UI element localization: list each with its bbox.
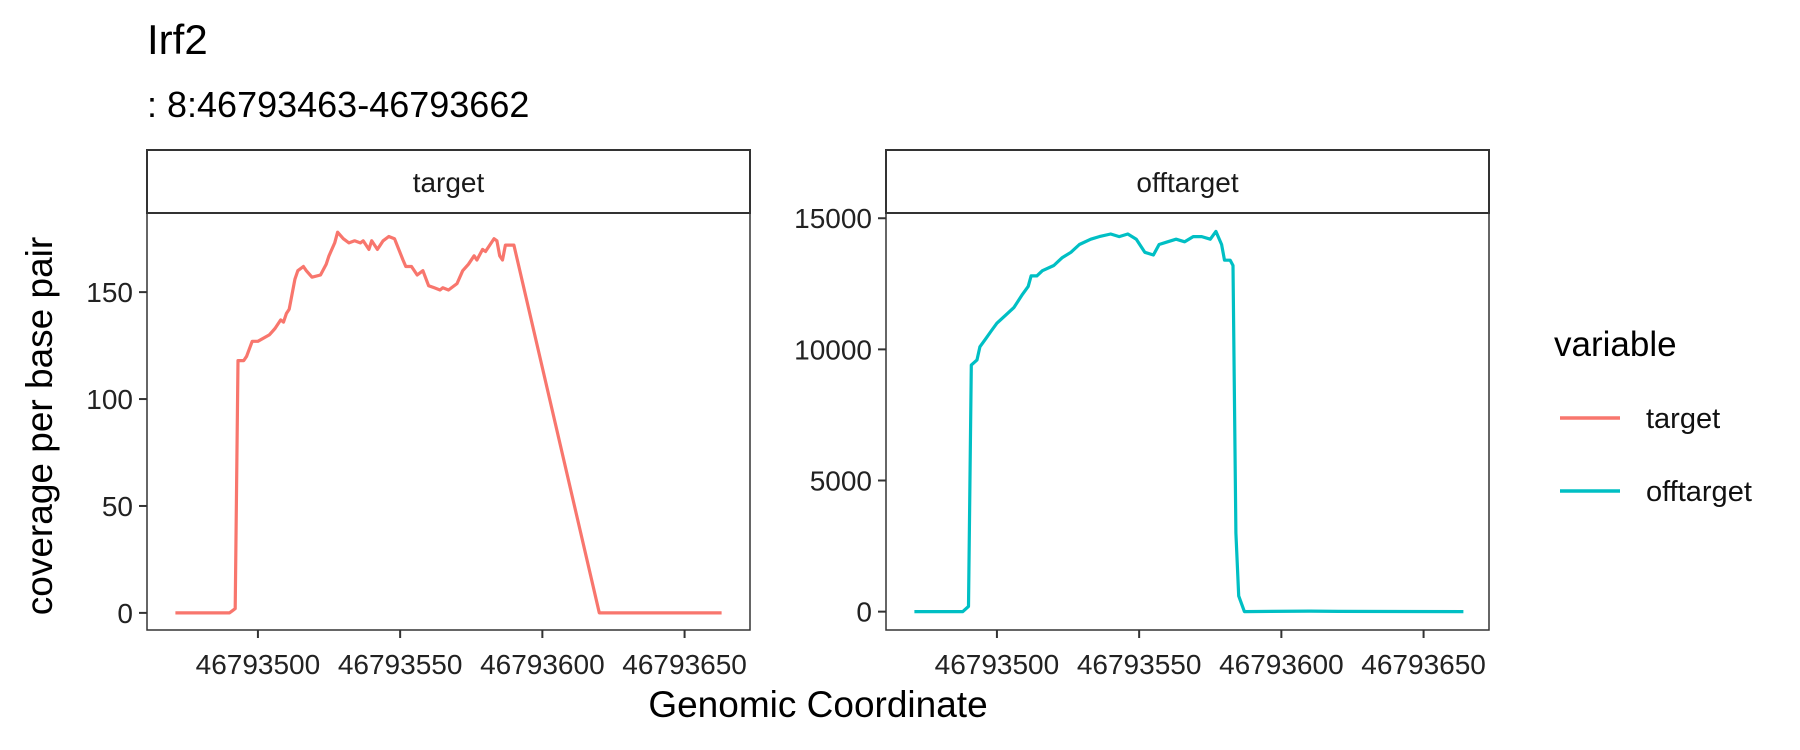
x-tick-label: 46793600 — [480, 649, 605, 680]
legend-title: variable — [1554, 325, 1677, 364]
y-tick-label: 50 — [102, 491, 133, 522]
legend-label: target — [1646, 403, 1720, 435]
panel-offtarget: offtarget 0 5000 10000 15000 46793500 46793550… — [794, 149, 1490, 680]
y-tick-label: 0 — [856, 597, 872, 628]
legend-item-target: target — [1560, 403, 1720, 435]
series-line-offtarget — [914, 229, 1464, 614]
y-tick-label: 150 — [86, 277, 133, 308]
chart-title: Irf2 — [147, 16, 208, 63]
y-axis-title: coverage per base pair — [19, 237, 60, 615]
x-tick-label: 46793500 — [935, 649, 1060, 680]
legend-label: offtarget — [1646, 476, 1752, 508]
facet-strip-label: target — [413, 167, 485, 198]
plot-border — [146, 212, 751, 631]
y-tick-label: 15000 — [794, 203, 872, 234]
x-tick-label: 46793600 — [1219, 649, 1344, 680]
x-axis-title: Genomic Coordinate — [648, 684, 987, 725]
x-tick-label: 46793550 — [338, 649, 463, 680]
y-tick-label: 0 — [117, 598, 133, 629]
chart-subtitle: : 8:46793463-46793662 — [147, 84, 529, 125]
x-tick-label: 46793550 — [1077, 649, 1202, 680]
plot-border — [885, 212, 1490, 631]
facet-strip-label: offtarget — [1136, 167, 1238, 198]
legend: variable target offtarget — [1554, 325, 1752, 508]
y-tick-label: 100 — [86, 384, 133, 415]
facet-strip — [146, 149, 751, 214]
y-tick-label: 5000 — [810, 466, 872, 497]
panel-target: target 0 50 100 150 46793500 46793550 46793600 4… — [86, 149, 751, 680]
legend-item-offtarget: offtarget — [1560, 476, 1752, 508]
series-line-target — [175, 230, 722, 615]
x-tick-label: 46793650 — [622, 649, 747, 680]
facet-strip — [885, 149, 1490, 214]
legend-items: target offtarget — [1560, 403, 1752, 508]
y-tick-label: 10000 — [794, 334, 872, 365]
x-tick-label: 46793500 — [196, 649, 321, 680]
panels: target 0 50 100 150 46793500 46793550 46793600 4… — [86, 149, 1490, 680]
x-tick-label: 46793650 — [1361, 649, 1486, 680]
